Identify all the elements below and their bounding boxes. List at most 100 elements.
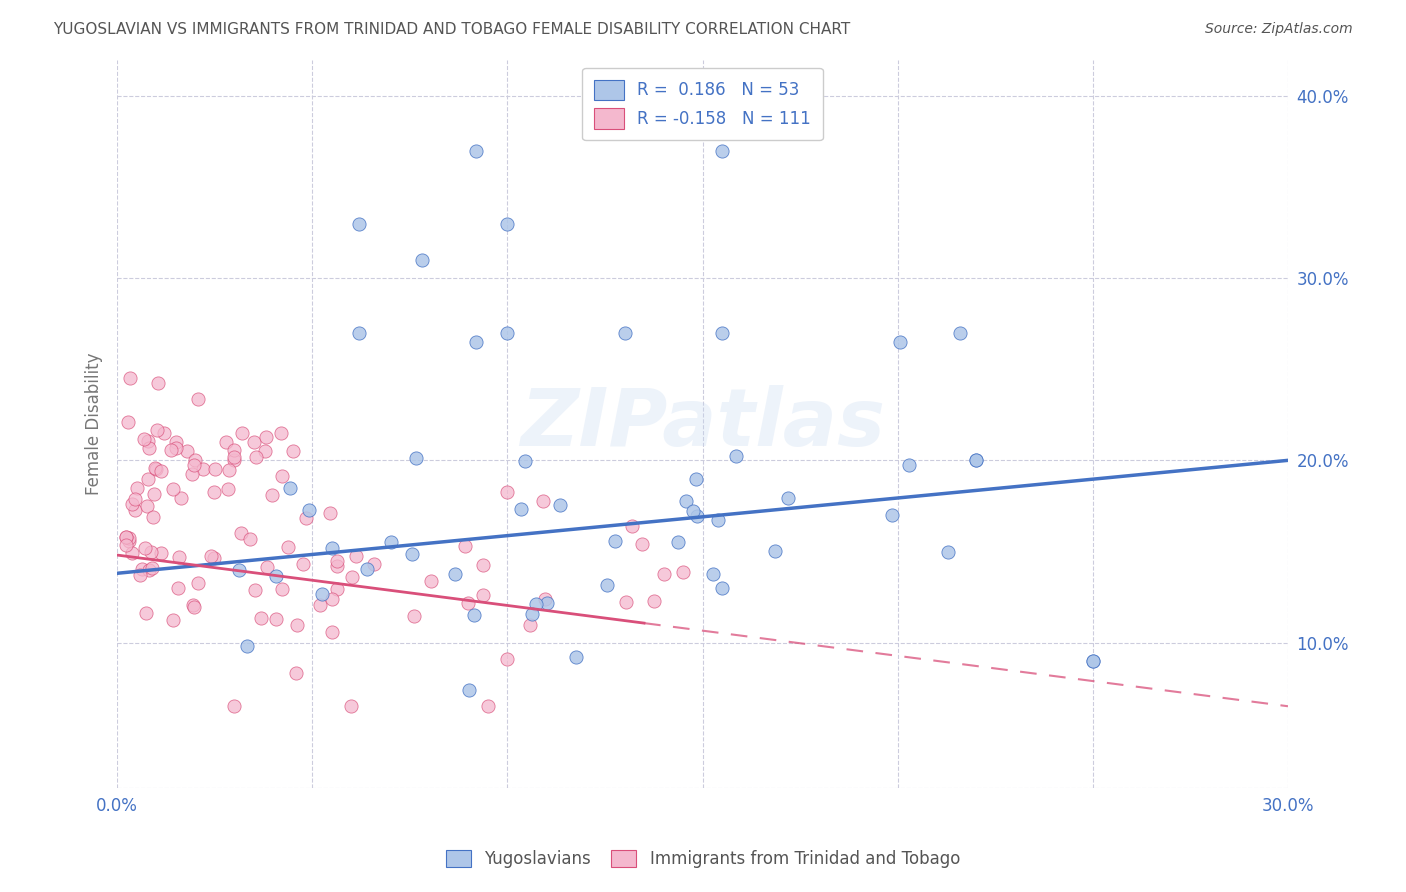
Point [165, 435, 187, 450]
Point [264, 569, 287, 583]
Point [128, 568, 150, 582]
Point [184, 453, 207, 467]
Point [153, 425, 176, 440]
Point [239, 532, 262, 546]
Point [621, 518, 644, 533]
Point [187, 575, 209, 590]
Point [672, 566, 695, 580]
Point [340, 570, 363, 584]
Point [685, 472, 707, 486]
Point [280, 481, 302, 495]
Point [444, 566, 467, 581]
Point [965, 453, 987, 467]
Point [150, 464, 173, 478]
Point [264, 612, 287, 626]
Point [643, 594, 665, 608]
Point [1081, 654, 1104, 668]
Point [236, 639, 259, 653]
Point [471, 588, 494, 602]
Point [458, 683, 481, 698]
Point [675, 494, 697, 508]
Point [405, 451, 427, 466]
Point [139, 545, 162, 559]
Point [401, 547, 423, 561]
Point [596, 578, 619, 592]
Point [146, 423, 169, 437]
Point [711, 144, 734, 158]
Point [454, 539, 477, 553]
Point [117, 415, 139, 429]
Point [187, 392, 209, 406]
Point [181, 598, 204, 612]
Point [165, 441, 187, 455]
Point [297, 503, 319, 517]
Point [138, 472, 160, 486]
Point [143, 461, 166, 475]
Point [295, 511, 318, 525]
Point [242, 435, 264, 450]
Point [162, 483, 184, 497]
Point [256, 559, 278, 574]
Point [548, 498, 571, 512]
Point [465, 144, 488, 158]
Point [309, 599, 332, 613]
Point [344, 549, 367, 564]
Point [321, 624, 343, 639]
Point [533, 494, 555, 508]
Point [141, 561, 163, 575]
Point [159, 442, 181, 457]
Point [682, 503, 704, 517]
Point [536, 595, 558, 609]
Point [142, 509, 165, 524]
Point [270, 582, 292, 597]
Point [217, 482, 239, 496]
Point [228, 563, 250, 577]
Point [411, 252, 433, 267]
Point [898, 458, 921, 472]
Point [162, 613, 184, 627]
Point [496, 217, 519, 231]
Point [136, 434, 159, 448]
Text: ZIPatlas: ZIPatlas [520, 385, 886, 463]
Point [167, 549, 190, 564]
Point [166, 582, 188, 596]
Point [250, 611, 273, 625]
Point [763, 544, 786, 558]
Point [347, 217, 370, 231]
Point [224, 453, 246, 467]
Point [686, 508, 709, 523]
Point [702, 566, 724, 581]
Point [949, 326, 972, 340]
Point [176, 444, 198, 458]
Point [115, 530, 138, 544]
Point [202, 485, 225, 500]
Point [243, 583, 266, 598]
Point [260, 488, 283, 502]
Point [148, 376, 170, 390]
Point [457, 596, 479, 610]
Point [889, 334, 911, 349]
Point [496, 326, 519, 340]
Point [281, 444, 304, 458]
Legend: Yugoslavians, Immigrants from Trinidad and Tobago: Yugoslavians, Immigrants from Trinidad a… [440, 843, 966, 875]
Point [631, 537, 654, 551]
Point [118, 531, 141, 545]
Point [121, 496, 143, 510]
Point [183, 599, 205, 614]
Point [668, 535, 690, 549]
Point [326, 582, 349, 596]
Point [515, 453, 537, 467]
Point [477, 699, 499, 714]
Point [222, 442, 245, 457]
Point [285, 618, 308, 632]
Point [115, 530, 138, 544]
Point [115, 538, 138, 552]
Point [380, 534, 402, 549]
Point [276, 540, 298, 554]
Point [224, 699, 246, 714]
Point [711, 581, 734, 595]
Point [135, 606, 157, 620]
Point [181, 467, 204, 481]
Point [245, 450, 267, 464]
Point [215, 435, 238, 450]
